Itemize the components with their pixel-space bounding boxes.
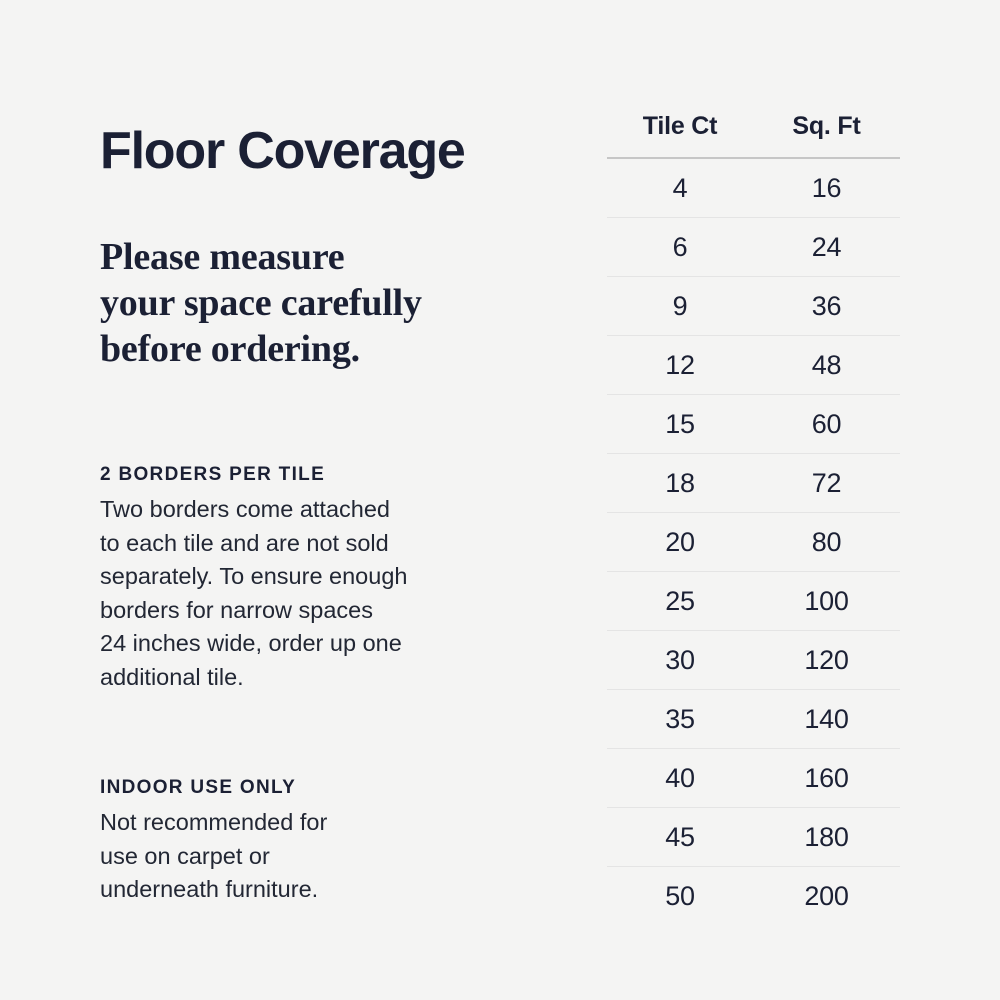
cell-tile-ct: 35 — [607, 689, 753, 749]
subheading-line-3: before ordering. — [100, 328, 360, 370]
note-line: additional tile. — [100, 663, 244, 690]
cell-tile-ct: 30 — [607, 630, 753, 690]
note-heading-indoor-use-only: INDOOR USE ONLY — [100, 777, 297, 798]
cell-tile-ct: 50 — [665, 880, 695, 911]
table-row: 30 120 — [607, 630, 900, 690]
subheading: Please measure your space carefully befo… — [100, 234, 520, 372]
cell-sq-ft: 140 — [753, 689, 900, 749]
table-header-row: Tile Ct Sq. Ft — [607, 96, 900, 159]
subheading-line-1: Please measure — [100, 236, 345, 278]
cell-sq-ft: 80 — [753, 512, 900, 572]
cell-sq-ft: 48 — [753, 335, 900, 395]
note-borders-per-tile: 2 BORDERS PER TILE Two borders come atta… — [100, 463, 500, 694]
page-title: Floor Coverage — [100, 121, 466, 180]
note-line: Not recommended for — [100, 809, 328, 835]
column-header-sq-ft: Sq. Ft — [753, 96, 900, 159]
note-line: use on carpet or — [100, 842, 270, 869]
note-line: borders for narrow spaces — [100, 596, 373, 623]
note-line: separately. To ensure enough — [100, 563, 408, 589]
note-line: 24 inches wide, order up one — [100, 630, 402, 656]
cell-tile-ct: 15 — [607, 394, 753, 454]
coverage-table-body: 4 16 6 24 9 36 12 48 15 60 18 72 20 80 25 100 30 120 35 140… — [607, 158, 900, 925]
cell-tile-ct: 25 — [607, 571, 753, 631]
cell-sq-ft: 180 — [753, 807, 900, 867]
cell-sq-ft: 36 — [753, 276, 900, 336]
table-row: 9 36 — [607, 276, 900, 336]
column-header-tile-ct: Tile Ct — [607, 96, 753, 159]
table-row: 6 24 — [607, 217, 900, 277]
coverage-table-wrapper: Tile Ct Sq. Ft 4 16 6 24 9 36 12 48 15 60 18 72 20 80… — [607, 96, 900, 925]
cell-sq-ft: 100 — [753, 571, 900, 631]
cell-tile-ct: 45 — [607, 807, 753, 867]
cell-sq-ft: 24 — [753, 217, 900, 277]
note-indoor-use-only: INDOOR USE ONLY Not recommended for use … — [100, 776, 500, 907]
cell-sq-ft: 72 — [753, 453, 900, 513]
subheading-line-2: your space carefully — [100, 282, 422, 324]
table-row: 15 60 — [607, 394, 900, 454]
cell-sq-ft: 160 — [753, 748, 900, 808]
cell-tile-ct: 6 — [607, 217, 753, 277]
cell-tile-ct: 20 — [607, 512, 753, 572]
table-row: 35 140 — [607, 689, 900, 749]
cell-sq-ft: 16 — [753, 158, 900, 218]
cell-tile-ct: 18 — [607, 453, 753, 513]
note-line: underneath furniture. — [100, 876, 319, 902]
table-row: 45 180 — [607, 807, 900, 867]
coverage-table: Tile Ct Sq. Ft 4 16 6 24 9 36 12 48 15 60 18 72 20 80… — [607, 96, 900, 925]
table-row: 40 160 — [607, 748, 900, 808]
table-row: 4 16 — [607, 158, 900, 218]
table-row: 12 48 — [607, 335, 900, 395]
table-row: 25 100 — [607, 571, 900, 631]
note-line: to each tile and are not sold — [100, 529, 389, 556]
cell-sq-ft: 200 — [804, 880, 849, 911]
note-heading-borders-per-tile: 2 BORDERS PER TILE — [100, 464, 326, 485]
table-row: 50 200 — [607, 867, 900, 926]
cell-sq-ft: 60 — [753, 394, 900, 454]
note-line: Two borders come attached — [100, 496, 390, 522]
cell-tile-ct: 40 — [607, 748, 753, 808]
cell-tile-ct: 12 — [607, 335, 753, 395]
note-body-borders-per-tile: Two borders come attached to each tile a… — [100, 493, 500, 694]
note-body-indoor-use-only: Not recommended for use on carpet or und… — [100, 806, 500, 907]
cell-sq-ft: 120 — [753, 630, 900, 690]
table-row: 18 72 — [607, 453, 900, 513]
cell-tile-ct: 4 — [607, 158, 753, 218]
table-row: 20 80 — [607, 512, 900, 572]
coverage-table-head: Tile Ct Sq. Ft — [607, 96, 900, 159]
cell-tile-ct: 9 — [607, 276, 753, 336]
